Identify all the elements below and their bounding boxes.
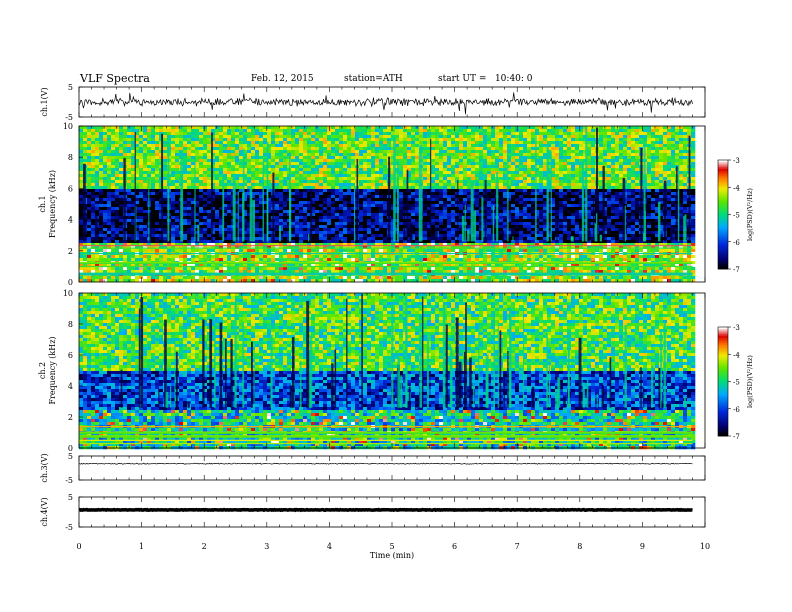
ch1-spectrogram-ytick-label: 6 [68,184,73,193]
x-tick-label: 8 [577,542,582,551]
ch1-spectrogram-ytick-label: 2 [68,247,73,256]
ch1-spectrogram-colorbar-label: log(PSD)(V²/Hz) [746,188,754,241]
ch2-spectrogram-ylabel: Frequency (kHz) [48,336,57,404]
ch3-waveform-ylabel: ch.3(V) [40,453,49,482]
ch1-spectrogram-ylabel: Frequency (kHz) [48,170,57,238]
x-tick-label: 3 [264,542,269,551]
x-tick-label: 4 [327,542,332,551]
ch1-spectrogram-colorbar-tick-label: -4 [733,184,740,192]
date-label: Feb. 12, 2015 [251,74,314,84]
ch2-spectrogram-ytick-label: 4 [68,382,73,391]
ch3-waveform-trace [78,462,693,465]
x-tick-label: 1 [139,542,144,551]
ch2-spectrogram-ytick-label: 8 [68,320,73,329]
ch2-spectrogram-colorbar-label: log(PSD)(V²/Hz) [746,355,754,408]
ch1-spectrogram-ytick-label: 4 [68,216,73,225]
ch1-spectrogram-colorbar-tick-label: -3 [733,157,740,165]
x-tick-label: 0 [76,542,81,551]
ch2-spectrogram-colorbar-tick-label: -6 [733,406,740,414]
chart-title: VLF Spectra [80,72,150,85]
ch2-spectrogram-ytick-label: 10 [63,289,73,298]
x-tick-label: 5 [389,542,394,551]
ch1-spectrogram-colorbar [717,159,729,270]
ch3-waveform-ytick-label: -5 [65,476,73,485]
ch1-spectrogram-colorbar-tick-label: -6 [733,239,740,247]
ch2-spectrogram-colorbar-tick-label: -3 [733,324,740,332]
ch1-waveform-ylabel: ch.1(V) [40,87,49,116]
x-tick-label: 9 [640,542,645,551]
station-label: station=ATH [344,74,403,84]
x-tick-label: 6 [452,542,457,551]
ch2-spectrogram-ytick-label: 2 [68,413,73,422]
ch2-spectrogram-colorbar-tick-label: -7 [733,433,740,441]
ch1-waveform-trace [78,92,693,115]
ch1-spectrogram-ytick-label: 10 [63,122,73,131]
ch1-spectrogram-colorbar-tick-label: -5 [733,212,740,220]
ch2-spectrogram-colorbar-tick-label: -5 [733,379,740,387]
ch1-spectrogram-image [79,126,696,283]
x-axis-label: Time (min) [370,551,414,560]
ch2-spectrogram-image [79,293,696,450]
ch1-spectrogram-colorbar-tick-label: -7 [733,266,740,274]
ch1-spectrogram-ytick-label: 8 [68,153,73,162]
ch3-waveform-ytick-label: 5 [68,452,73,461]
x-tick-label: 10 [700,542,710,551]
ch2-spectrogram-colorbar [717,326,729,437]
ch2-spectrogram-ytick-label: 0 [68,444,73,453]
ch4-waveform-ytick-label: 5 [68,493,73,502]
ch1-spectrogram-ytick-label: 0 [68,278,73,287]
ch1-spectrogram-channel-label: ch.1 [38,195,47,212]
start-time-label: start UT = 10:40: 0 [438,74,533,84]
x-tick-label: 7 [515,542,520,551]
ch2-spectrogram-ytick-label: 6 [68,351,73,360]
x-tick-label: 2 [202,542,207,551]
ch1-waveform-ytick-label: -5 [65,113,73,122]
ch4-waveform-ylabel: ch.4(V) [40,497,49,526]
ch1-waveform-ytick-label: 5 [68,83,73,92]
ch2-spectrogram-colorbar-tick-label: -4 [733,351,740,359]
ch4-waveform-ytick-label: -5 [65,523,73,532]
ch2-spectrogram-channel-label: ch.2 [38,362,47,379]
ch4-waveform-trace [78,507,693,513]
